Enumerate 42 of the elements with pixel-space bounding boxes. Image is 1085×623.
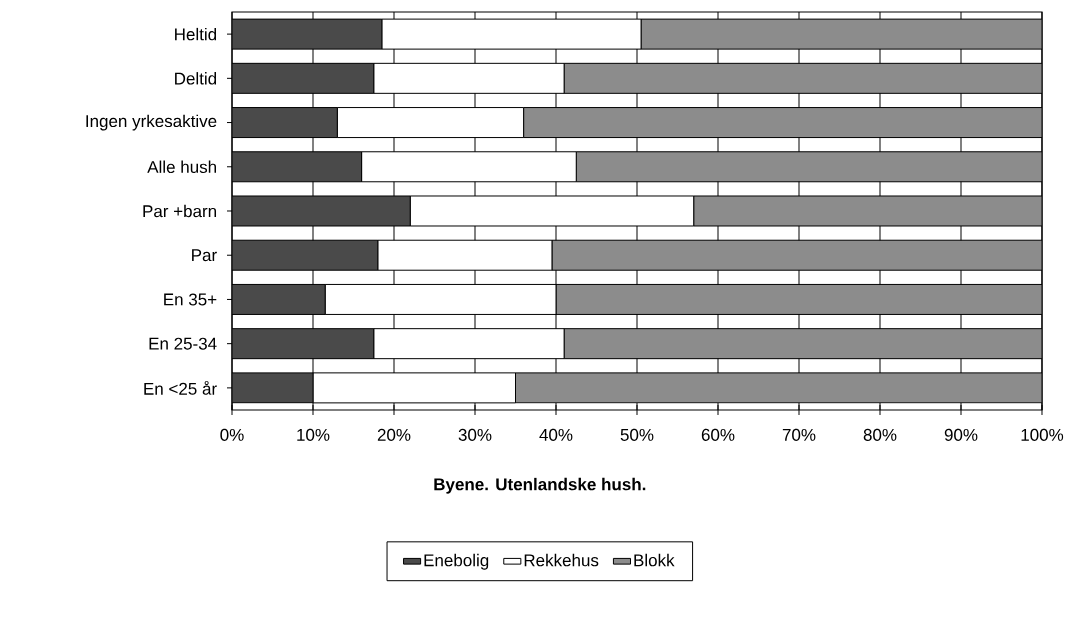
bar: [232, 195, 411, 227]
y-tick-label: Heltid: [175, 27, 217, 41]
x-tick-label: 90%: [944, 428, 978, 441]
x-tick-label: 20%: [377, 428, 411, 441]
legend-label: Blokk: [634, 553, 675, 567]
y-tick-label: En 25-34: [149, 337, 217, 350]
x-tick-label: 60%: [701, 428, 735, 441]
bar: [232, 151, 363, 183]
bar: [232, 372, 314, 404]
x-axis-title: Byene. Utenlandske hush.: [434, 477, 646, 494]
y-tick-label: Par: [192, 249, 217, 262]
x-tick-label: 50%: [620, 428, 654, 441]
x-tick-label: 70%: [782, 428, 816, 441]
x-tick-label: 40%: [539, 428, 573, 441]
bar: [232, 328, 375, 360]
y-tick-label: En 35+: [164, 293, 217, 306]
y-tick-label: Alle hush: [147, 160, 216, 174]
y-tick-label: Par +barn: [143, 204, 217, 218]
bar: [563, 328, 1042, 360]
bar: [515, 372, 1042, 404]
bar: [555, 283, 1042, 315]
x-tick-label: 80%: [863, 428, 897, 441]
bar: [232, 62, 375, 94]
x-tick-label: 30%: [458, 428, 492, 441]
bar: [232, 283, 326, 315]
y-tick-label: En <25 år: [144, 380, 217, 395]
legend-label: Rekkehus: [524, 553, 599, 567]
bar: [640, 18, 1042, 50]
bar: [693, 195, 1042, 227]
x-tick-label: 10%: [297, 428, 330, 441]
bar: [551, 239, 1042, 271]
bar: [232, 107, 338, 139]
bar: [232, 18, 383, 50]
bar: [232, 239, 379, 271]
x-tick-label: 0%: [220, 428, 244, 441]
y-tick-label: Ingen yrkesaktive: [86, 114, 217, 131]
x-tick-label: 100%: [1021, 428, 1064, 441]
legend-label: Enebolig: [424, 553, 489, 570]
bar: [575, 151, 1042, 183]
y-tick-label: Deltid: [175, 72, 217, 85]
bar: [523, 107, 1042, 139]
bar: [563, 62, 1042, 94]
